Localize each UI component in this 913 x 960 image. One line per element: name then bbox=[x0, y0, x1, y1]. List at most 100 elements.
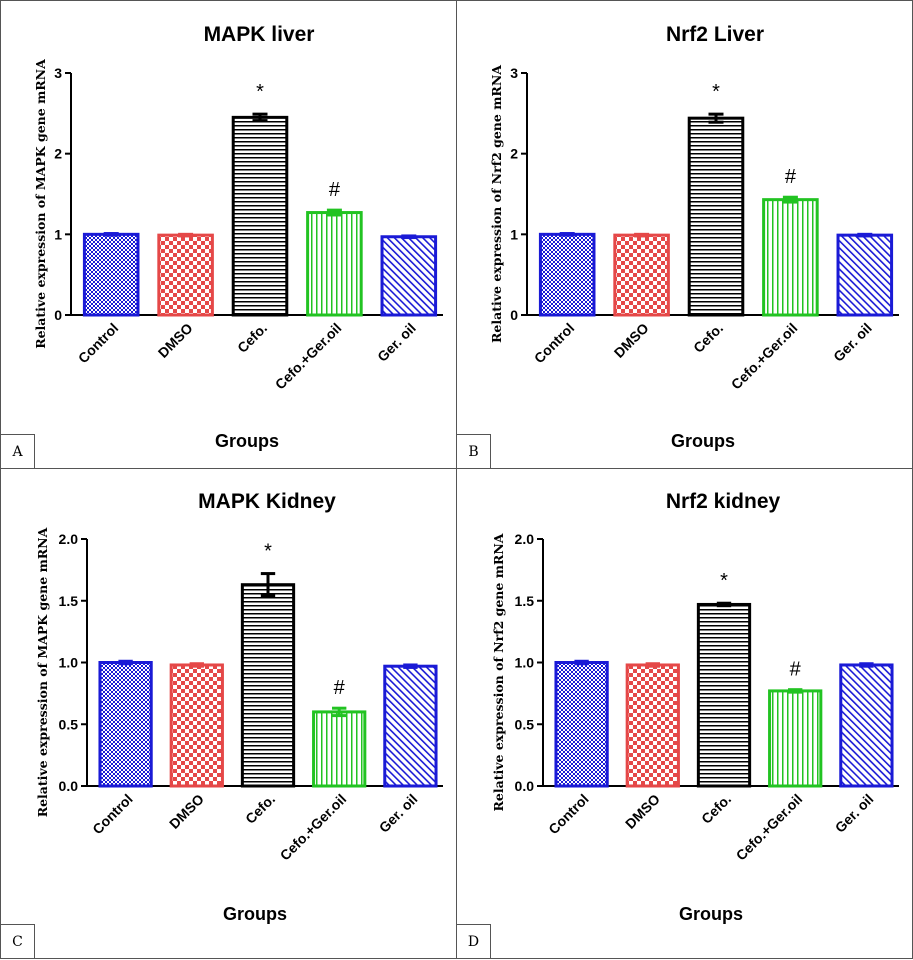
x-axis-label: Groups bbox=[679, 904, 743, 924]
x-tick-label: Ger. oil bbox=[832, 791, 877, 836]
error-bar bbox=[559, 232, 575, 237]
x-tick-label: Cefo.+Ger.oil bbox=[277, 791, 350, 864]
y-tick-label: 0 bbox=[510, 307, 518, 323]
chart-mapk-kidney: MAPK Kidney 0.0 0.5 1.0 1.5 2.0 Control DMSO * Ce… bbox=[35, 490, 443, 924]
y-axis-label: Relative expression of MAPK gene mRNA bbox=[35, 527, 50, 817]
significance-hash: # bbox=[785, 166, 797, 188]
chart-title: MAPK liver bbox=[204, 23, 315, 46]
x-tick-label: Cefo. bbox=[698, 791, 734, 827]
error-bar bbox=[260, 572, 276, 598]
x-axis-label: Groups bbox=[215, 431, 279, 451]
chart-mapk-liver: MAPK liver 0 1 2 3 Control DMSO * Cefo. # Cefo.+Ge… bbox=[33, 23, 443, 451]
error-bar bbox=[118, 659, 133, 666]
x-tick-label: DMSO bbox=[155, 320, 196, 361]
significance-star: * bbox=[256, 81, 264, 103]
y-tick-label: 2 bbox=[54, 146, 62, 162]
x-tick-label: Control bbox=[89, 791, 136, 838]
y-tick-label: 0.0 bbox=[515, 778, 535, 794]
significance-star: * bbox=[712, 81, 720, 103]
chart-nrf2-liver: Nrf2 Liver 0 1 2 3 Control DMSO * Cefo. # Cefo.+Ge… bbox=[489, 23, 899, 451]
error-bar bbox=[782, 195, 798, 204]
x-tick-label: Ger. oil bbox=[374, 320, 419, 365]
x-tick-label: DMSO bbox=[622, 791, 663, 832]
error-bar bbox=[645, 662, 660, 668]
error-bar bbox=[708, 112, 724, 124]
bar bbox=[157, 233, 214, 317]
bar bbox=[538, 232, 596, 317]
error-bar bbox=[859, 662, 874, 668]
error-bar bbox=[574, 659, 589, 666]
error-bar bbox=[326, 208, 342, 217]
error-bar bbox=[189, 662, 204, 668]
y-tick-label: 0.5 bbox=[515, 716, 535, 732]
bar bbox=[613, 233, 670, 317]
y-tick-label: 0 bbox=[54, 307, 62, 323]
x-tick-label: Ger. oil bbox=[376, 791, 421, 836]
bar bbox=[839, 663, 894, 788]
bar bbox=[696, 602, 752, 788]
y-tick-label: 2.0 bbox=[515, 531, 535, 547]
y-tick-label: 1.0 bbox=[515, 655, 535, 671]
bar bbox=[169, 663, 224, 788]
y-tick-label: 0.0 bbox=[59, 778, 79, 794]
error-bar bbox=[716, 601, 732, 608]
bar bbox=[762, 198, 819, 317]
panel-nrf2-kidney: Nrf2 kidney 0.0 0.5 1.0 1.5 2.0 Control DMSO * Ce… bbox=[456, 468, 913, 959]
bar bbox=[82, 232, 140, 317]
error-bar bbox=[252, 112, 268, 123]
bar bbox=[836, 233, 894, 317]
panel-label: C bbox=[1, 924, 35, 958]
x-tick-label: Ger. oil bbox=[830, 320, 875, 365]
error-bar bbox=[401, 234, 417, 240]
y-tick-label: 3 bbox=[54, 65, 62, 81]
significance-star: * bbox=[264, 541, 272, 563]
x-tick-label: Cefo.+Ger.oil bbox=[728, 320, 801, 393]
significance-hash: # bbox=[329, 179, 341, 201]
chart-title: Nrf2 Liver bbox=[666, 23, 764, 46]
significance-hash: # bbox=[334, 677, 346, 699]
bar bbox=[768, 689, 823, 788]
x-tick-label: Cefo.+Ger.oil bbox=[733, 791, 806, 864]
error-bar bbox=[332, 706, 347, 718]
y-tick-label: 0.5 bbox=[59, 716, 79, 732]
panel-label: B bbox=[457, 434, 491, 468]
bar bbox=[306, 211, 363, 317]
y-tick-label: 1.5 bbox=[59, 593, 79, 609]
x-tick-label: Cefo. bbox=[242, 791, 278, 827]
x-tick-label: Cefo. bbox=[234, 320, 270, 356]
error-bar bbox=[634, 232, 650, 238]
x-tick-label: DMSO bbox=[166, 791, 207, 832]
x-axis-label: Groups bbox=[671, 431, 735, 451]
bar bbox=[312, 710, 367, 788]
x-tick-label: Cefo.+Ger.oil bbox=[272, 320, 345, 393]
y-tick-label: 1.5 bbox=[515, 593, 535, 609]
error-bar bbox=[788, 688, 803, 694]
bar bbox=[231, 115, 289, 317]
error-bar bbox=[103, 232, 119, 237]
chart-title: MAPK Kidney bbox=[198, 490, 336, 513]
error-bar bbox=[857, 232, 873, 238]
chart-nrf2-kidney: Nrf2 kidney 0.0 0.5 1.0 1.5 2.0 Control DMSO * Ce… bbox=[491, 490, 899, 924]
x-tick-label: DMSO bbox=[611, 320, 652, 361]
chart-title: Nrf2 kidney bbox=[666, 490, 781, 513]
y-tick-label: 1 bbox=[54, 226, 62, 242]
y-axis-label: Relative expression of Nrf2 gene mRNA bbox=[489, 65, 504, 343]
bar bbox=[554, 661, 609, 788]
x-axis-label: Groups bbox=[223, 904, 287, 924]
bar bbox=[380, 235, 438, 317]
bar bbox=[687, 116, 745, 317]
bar bbox=[625, 663, 680, 788]
bar bbox=[98, 661, 153, 788]
y-tick-label: 2 bbox=[510, 146, 518, 162]
x-tick-label: Control bbox=[545, 791, 592, 838]
y-tick-label: 2.0 bbox=[59, 531, 79, 547]
y-tick-label: 1.0 bbox=[59, 655, 79, 671]
x-tick-label: Cefo. bbox=[690, 320, 726, 356]
significance-hash: # bbox=[790, 659, 802, 681]
y-axis-label: Relative expression of MAPK gene mRNA bbox=[33, 59, 48, 349]
x-tick-label: Control bbox=[75, 320, 122, 367]
x-tick-label: Control bbox=[531, 320, 578, 367]
panel-label: A bbox=[1, 434, 35, 468]
y-tick-label: 1 bbox=[510, 226, 518, 242]
bar bbox=[240, 583, 296, 788]
